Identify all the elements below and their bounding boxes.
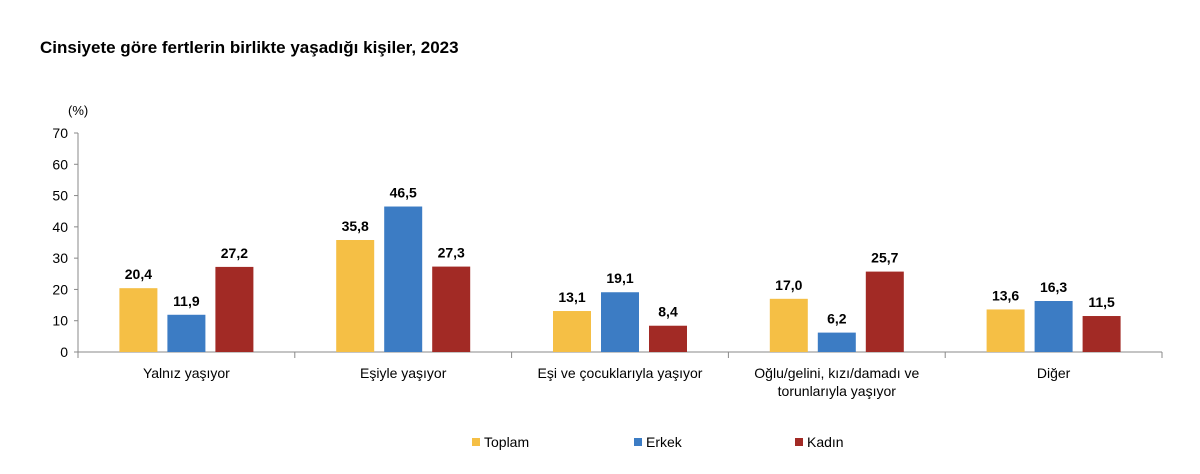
data-label: 17,0: [775, 277, 802, 293]
x-category-label: Eşiyle yaşıyor: [360, 365, 447, 381]
x-axis: Yalnız yaşıyor Eşiyle yaşıyor Eşi ve çocuk…: [77, 351, 1163, 399]
y-tick-label: 60: [52, 156, 68, 172]
data-label: 8,4: [658, 304, 678, 320]
bar: [769, 298, 808, 352]
data-label: 25,7: [871, 250, 898, 266]
bar: [336, 239, 375, 352]
y-tick-label: 50: [52, 188, 68, 204]
data-label: 16,3: [1040, 279, 1067, 295]
data-labels-group: 20,4 35,8 13,1 17,0 13,6 11,9 46,5 19,1 6,2 16,3 2…: [125, 185, 1115, 327]
bar: [817, 332, 856, 352]
legend-label: Erkek: [646, 434, 682, 450]
legend-swatch: [634, 438, 642, 446]
legend-item: Erkek: [634, 434, 682, 450]
x-category-label: torunlarıyla yaşıyor: [778, 383, 897, 399]
data-label: 13,1: [558, 289, 585, 305]
bar: [1034, 301, 1073, 352]
legend-swatch: [795, 438, 803, 446]
bar: [986, 309, 1025, 352]
x-category-label: Yalnız yaşıyor: [143, 365, 230, 381]
bar: [215, 266, 254, 352]
chart-title: Cinsiyete göre fertlerin birlikte yaşadı…: [40, 38, 459, 57]
y-tick-label: 30: [52, 250, 68, 266]
bar: [553, 311, 591, 352]
legend-item: Kadın: [795, 434, 844, 450]
bar: [384, 206, 423, 352]
y-axis: 0 10 20 30 40 50 60 70(%): [52, 103, 88, 360]
bar: [432, 266, 471, 352]
y-tick-label: 70: [52, 125, 68, 141]
legend-label: Toplam: [484, 434, 530, 450]
bar: [601, 292, 639, 352]
data-label: 13,6: [992, 287, 1019, 303]
bar: [1082, 316, 1121, 352]
legend: Toplam Erkek Kadın: [0, 434, 1200, 454]
bars-group: [119, 206, 1121, 352]
x-category-label: Diğer: [1037, 365, 1071, 381]
data-label: 11,9: [173, 293, 200, 309]
bar: [649, 325, 687, 352]
data-label: 35,8: [342, 218, 369, 234]
bar: [119, 288, 158, 352]
legend-item: Toplam: [472, 434, 529, 450]
data-label: 11,5: [1088, 294, 1115, 310]
data-label: 19,1: [606, 270, 633, 286]
bar: [167, 314, 206, 352]
x-category-label: Eşi ve çocuklarıyla yaşıyor: [538, 365, 703, 381]
data-label: 20,4: [125, 266, 152, 282]
data-label: 46,5: [390, 185, 417, 201]
data-label: 27,3: [438, 245, 465, 261]
y-tick-label: 20: [52, 281, 68, 297]
data-label: 27,2: [221, 245, 248, 261]
x-category-label: Oğlu/gelini, kızı/damadı ve: [754, 365, 919, 381]
legend-label: Kadın: [807, 434, 844, 450]
y-tick-label: 40: [52, 219, 68, 235]
y-axis-unit-label: (%): [68, 103, 88, 118]
legend-swatch: [472, 438, 480, 446]
bar: [865, 271, 904, 352]
y-tick-label: 0: [60, 344, 68, 360]
data-label: 6,2: [827, 311, 847, 327]
y-tick-label: 10: [52, 313, 68, 329]
